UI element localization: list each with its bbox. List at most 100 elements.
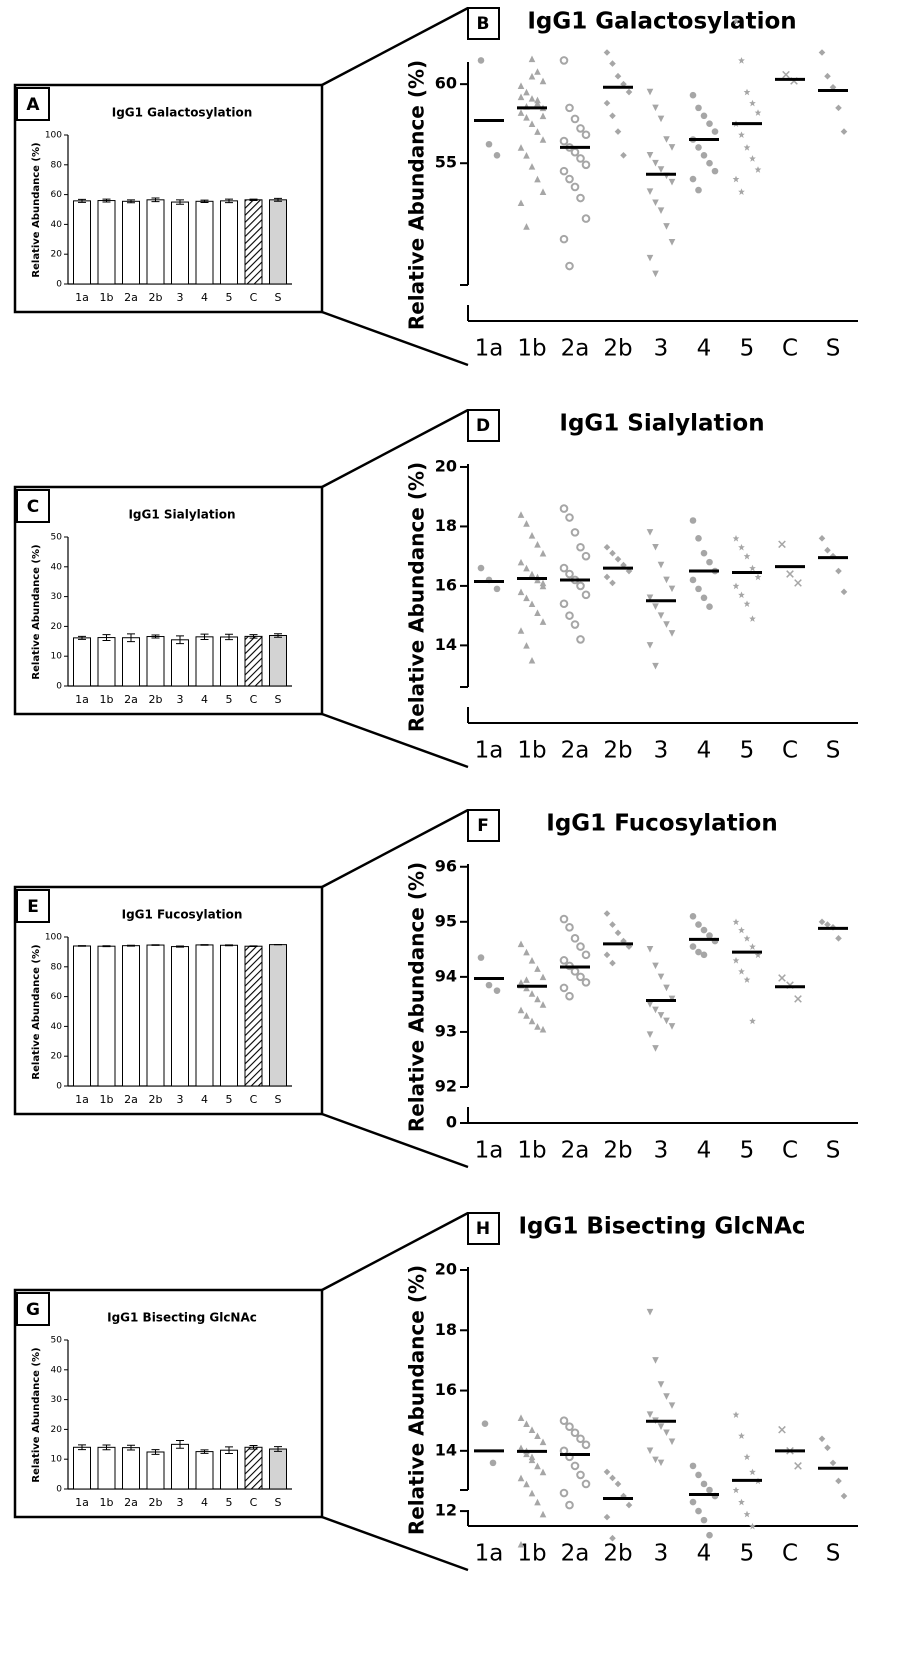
data-point	[652, 1045, 659, 1052]
y-tick-label: 20	[51, 1052, 63, 1062]
data-point	[818, 49, 826, 56]
data-point	[732, 957, 740, 964]
bar	[146, 636, 165, 687]
data-point	[732, 175, 740, 183]
x-tick-label: 1b	[100, 1093, 114, 1106]
data-point	[657, 561, 665, 569]
data-point	[570, 114, 580, 124]
data-point	[818, 1435, 826, 1443]
data-point	[539, 136, 547, 143]
data-point	[528, 1489, 536, 1497]
error-bar	[127, 633, 135, 643]
data-point	[835, 567, 842, 575]
data-point	[603, 910, 611, 917]
data-point	[689, 943, 697, 950]
bar	[97, 637, 116, 687]
data-point	[523, 1012, 530, 1019]
x-tick-label: 2a	[124, 1496, 138, 1509]
bar	[269, 634, 287, 687]
data-point	[657, 115, 665, 123]
data-point	[652, 1456, 659, 1464]
data-point	[668, 144, 676, 151]
panel-letter: A	[26, 95, 40, 115]
bar	[146, 1451, 165, 1490]
y-tick-label: 18	[435, 1320, 457, 1339]
data-point	[517, 940, 525, 948]
x-tick-label: 2b	[149, 1496, 163, 1509]
data-point	[528, 957, 536, 964]
data-point	[477, 564, 485, 572]
data-point	[534, 609, 541, 616]
data-point	[603, 543, 611, 551]
data-point	[614, 1480, 622, 1488]
data-point	[576, 542, 585, 552]
error-bar	[102, 634, 111, 642]
data-point	[818, 918, 826, 926]
data-point	[700, 549, 708, 557]
zoom-line	[321, 310, 469, 367]
data-point	[614, 128, 622, 135]
error-bar	[200, 1449, 209, 1454]
data-point	[646, 529, 654, 536]
y-tick-label: 80	[51, 962, 63, 972]
data-point	[565, 1422, 574, 1432]
error-bar	[200, 199, 209, 203]
data-point	[581, 950, 591, 960]
x-tick-label: 1a	[75, 693, 89, 706]
data-point	[603, 49, 611, 56]
x-tick-label: 2b	[603, 1138, 632, 1164]
data-point	[620, 937, 627, 945]
x-tick-label: 4	[201, 291, 208, 304]
data-point	[523, 594, 530, 602]
data-point	[517, 93, 525, 101]
panel-letter-box	[16, 87, 50, 121]
data-point	[668, 630, 676, 637]
y-tick-label: 40	[51, 1365, 63, 1375]
data-point	[539, 579, 547, 587]
y-tick-label: 10	[51, 652, 63, 662]
data-point	[668, 995, 676, 1003]
data-point	[663, 1393, 670, 1400]
data-point	[732, 582, 740, 590]
data-point	[576, 581, 585, 591]
bar	[195, 636, 214, 687]
data-point	[559, 136, 569, 146]
data-point	[485, 981, 493, 989]
data-point	[743, 935, 751, 942]
x-tick-label: 2a	[124, 693, 138, 706]
x-tick-label: S	[275, 1093, 282, 1106]
x-tick-label: 5	[740, 1541, 755, 1567]
data-point	[534, 995, 541, 1003]
data-point	[485, 140, 493, 148]
data-point	[711, 128, 719, 135]
data-point	[539, 77, 547, 85]
x-tick-label: 5	[740, 1138, 755, 1164]
data-point	[523, 1420, 530, 1428]
y-tick-label: 0	[56, 682, 62, 692]
data-point	[517, 1474, 525, 1482]
data-point	[609, 112, 616, 120]
error-bar	[102, 945, 111, 948]
data-point	[570, 620, 580, 629]
data-point	[835, 1477, 842, 1485]
panel-title: IgG1 Galactosylation	[112, 106, 253, 120]
data-point	[523, 1480, 530, 1488]
data-point	[700, 594, 708, 602]
x-tick-label: 2b	[603, 1541, 632, 1567]
error-bar	[274, 1446, 282, 1452]
data-point	[700, 152, 708, 159]
x-tick-label: 2a	[561, 1541, 590, 1567]
panel-letter: F	[477, 816, 489, 836]
y-tick-label: 60	[435, 74, 457, 93]
y-tick-label: 94	[435, 966, 457, 985]
error-bar	[249, 634, 258, 639]
data-point	[534, 128, 541, 135]
panel-letter-box	[467, 809, 500, 842]
data-point	[738, 926, 745, 934]
data-point	[840, 1492, 848, 1500]
data-point	[523, 223, 530, 230]
data-point	[668, 585, 676, 593]
data-point	[663, 1017, 670, 1025]
data-point	[523, 984, 530, 992]
